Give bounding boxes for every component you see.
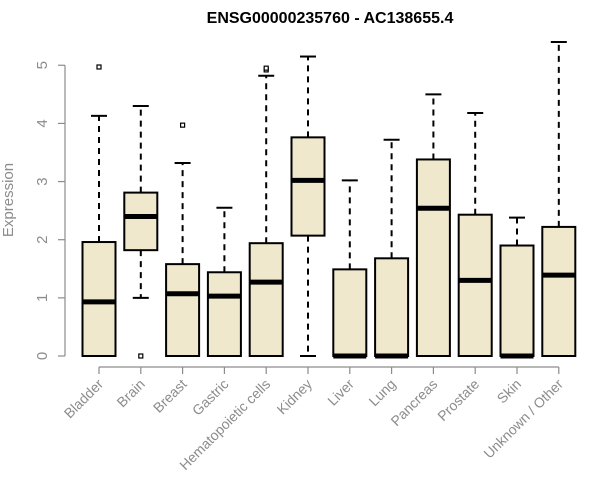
- outlier-point: [180, 122, 186, 128]
- x-tick-label: Breast: [150, 376, 190, 416]
- box-iqr: [332, 268, 368, 357]
- y-tick-label: 1: [34, 294, 51, 302]
- x-tick-label: Kidney: [274, 376, 316, 418]
- outlier-point: [263, 65, 269, 71]
- outlier-point: [138, 353, 144, 359]
- x-tick-label: Brain: [113, 376, 147, 410]
- outlier-point: [96, 64, 102, 70]
- chart-title: ENSG00000235760 - AC138655.4: [207, 10, 454, 27]
- x-tick-label: Bladder: [61, 376, 107, 422]
- x-tick-label: Unknown / Other: [480, 376, 566, 462]
- box-iqr: [248, 242, 284, 358]
- box-iqr: [415, 158, 451, 357]
- x-tick-label: Prostate: [434, 376, 482, 424]
- y-axis-label: Expression: [0, 163, 17, 237]
- box-iqr: [123, 191, 159, 252]
- box-iqr: [165, 263, 201, 357]
- box-iqr: [541, 225, 577, 357]
- box-iqr: [290, 136, 326, 237]
- x-tick-label: Skin: [494, 376, 525, 407]
- box-iqr: [457, 213, 493, 357]
- y-tick-label: 2: [34, 236, 51, 244]
- y-tick-label: 5: [34, 61, 51, 69]
- y-tick-label: 0: [34, 352, 51, 360]
- y-tick-label: 3: [34, 177, 51, 185]
- box-iqr: [374, 257, 410, 357]
- x-tick-label: Lung: [365, 376, 398, 409]
- x-tick-label: Liver: [324, 376, 357, 409]
- box-iqr: [206, 271, 242, 357]
- y-tick-label: 4: [34, 119, 51, 127]
- box-iqr: [499, 244, 535, 358]
- box-iqr: [81, 241, 117, 357]
